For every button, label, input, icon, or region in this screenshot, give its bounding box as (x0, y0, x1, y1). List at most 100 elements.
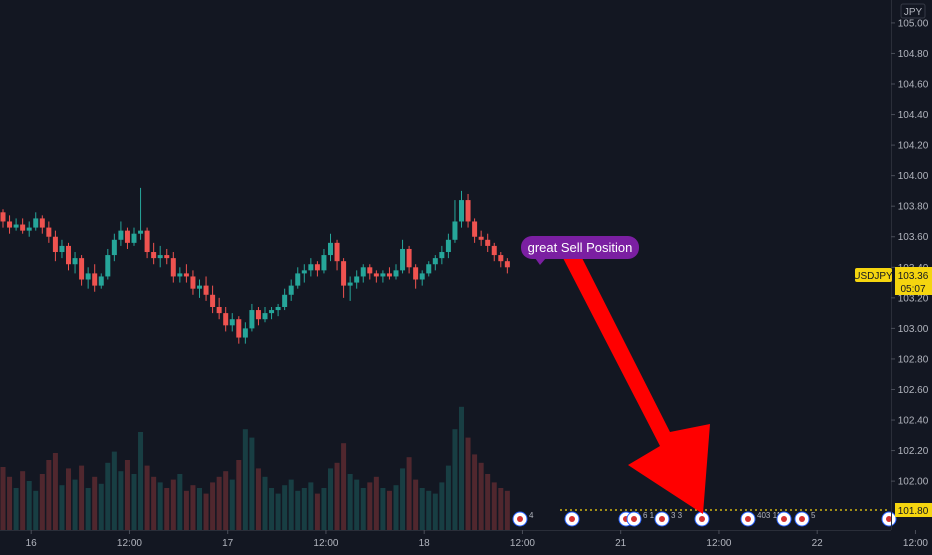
volume-bar (131, 474, 137, 530)
candle (432, 255, 438, 271)
event-marker-icon[interactable] (881, 511, 897, 527)
candle-body (105, 255, 111, 277)
x-tick-label: 22 (812, 538, 824, 549)
candle-body (419, 273, 425, 280)
alert-level-box (895, 503, 932, 517)
candle-body (72, 258, 78, 265)
candle (216, 297, 222, 320)
y-tick-label: 103.60 (898, 232, 929, 243)
volume-bar (328, 468, 333, 530)
candle (478, 230, 484, 246)
candle-body (354, 276, 360, 283)
candle-body (157, 255, 163, 259)
event-marker-icon[interactable]: 5 (794, 511, 816, 527)
volume-bar (197, 488, 202, 530)
volume-bar (413, 479, 419, 530)
candle (52, 230, 58, 262)
volume-bar (478, 462, 484, 530)
candle (46, 221, 52, 243)
current-price: 103.36 (898, 271, 929, 282)
candle-body (85, 273, 91, 280)
event-count: 5 (811, 511, 816, 520)
y-tick-label: 103.80 (898, 202, 929, 213)
candle (229, 313, 235, 332)
volume-bar (33, 490, 39, 530)
candle-body (275, 307, 281, 311)
price-axis[interactable]: 105.00 104.80 104.60 104.40 104.20 104.00 103.… (891, 18, 929, 488)
event-marker-icon[interactable]: 3 3 (654, 511, 683, 527)
volume-bar (321, 488, 327, 530)
candle-body (98, 276, 104, 286)
volume-bar (373, 476, 379, 530)
volume-bar (445, 465, 451, 530)
volume-bar (7, 476, 13, 530)
candle (347, 276, 353, 301)
volume-bar (85, 488, 91, 530)
volume-bar (39, 474, 45, 530)
candle (334, 239, 340, 271)
event-marker-icon[interactable] (776, 511, 792, 527)
candle-body (59, 245, 65, 253)
candle-body (386, 273, 392, 277)
candle-body (301, 270, 307, 274)
candle-body (393, 270, 399, 277)
volume-bar (138, 432, 144, 530)
candle (255, 307, 261, 326)
candle-body (242, 328, 248, 338)
event-marker-icon[interactable] (694, 511, 710, 527)
event-marker-icon[interactable] (564, 511, 580, 527)
y-tick-label: 104.20 (898, 141, 929, 152)
current-price-box (895, 267, 932, 295)
candle-body (13, 224, 19, 228)
volume-bar (229, 479, 235, 530)
candle-body (249, 310, 255, 329)
candle-body (39, 218, 45, 228)
candle-body (452, 221, 458, 240)
volume-bar (66, 468, 71, 530)
volume-bar (79, 465, 85, 530)
volume-bar (236, 460, 242, 530)
candle-body (426, 264, 432, 274)
volume-bar (190, 485, 196, 530)
volume-bar (275, 493, 281, 530)
volume-bar (111, 451, 117, 530)
candle-body (20, 224, 26, 231)
candle-body (504, 261, 510, 268)
event-marker-icon[interactable]: 6 1 (626, 511, 655, 527)
candle (472, 218, 478, 243)
x-tick-label: 12:00 (313, 538, 338, 549)
volume-bar (314, 493, 320, 530)
volume-bar (301, 488, 307, 530)
candle-body (190, 276, 196, 289)
bar-countdown: 05:07 (900, 284, 925, 295)
callout-text: great Sell Position (528, 240, 633, 255)
event-marker-icon[interactable]: 4 (512, 511, 534, 527)
candle-body (223, 313, 229, 326)
volume-bar (360, 488, 366, 530)
volume-bar (177, 474, 183, 530)
candle-body (314, 264, 320, 271)
volume-bar (249, 437, 255, 530)
candle-body (255, 310, 261, 320)
candle (236, 316, 242, 344)
callout-pointer (535, 258, 546, 265)
candle-body (229, 319, 235, 326)
volume-bar (183, 490, 189, 530)
note-callout[interactable]: great Sell Position (521, 236, 639, 265)
candle-body (183, 273, 189, 277)
time-axis[interactable]: 1612:001712:001812:002112:002212:002312:… (26, 530, 932, 549)
y-tick-label: 102.60 (898, 385, 929, 396)
y-tick-label: 103.20 (898, 293, 929, 304)
event-marker-icon[interactable]: 403 11 3 (740, 511, 788, 527)
y-tick-label: 102.40 (898, 416, 929, 427)
candle (111, 233, 117, 262)
candle-body (52, 236, 58, 253)
volume-bar (164, 488, 170, 530)
candle-body (341, 261, 347, 286)
candle (39, 215, 45, 234)
candle-body (216, 307, 222, 314)
